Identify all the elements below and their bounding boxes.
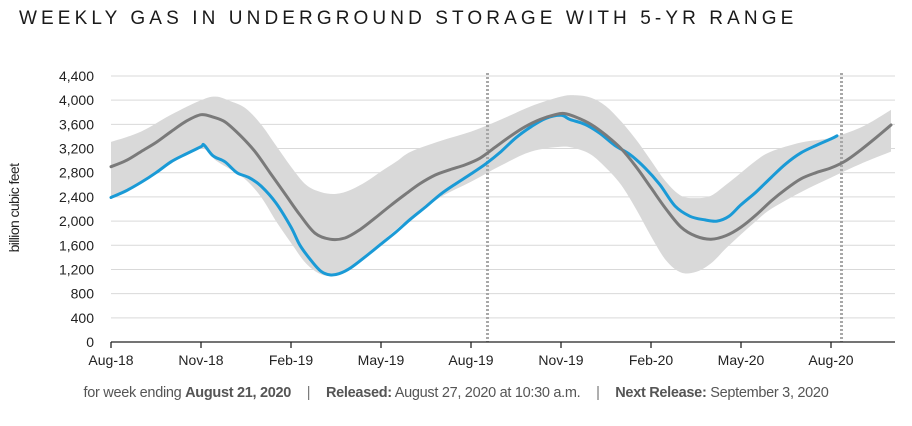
y-tick-label: 1,200: [59, 261, 94, 277]
released-date: August 27, 2020 at 10:30 a.m.: [394, 385, 581, 401]
y-tick-label: 800: [71, 286, 95, 302]
y-tick-labels: 0 400 800 1,200 1,600 2,000 2,400 2,800 3,200 3,6…: [59, 68, 94, 350]
week-ending-prefix: for week ending: [83, 385, 182, 401]
y-tick-label: 2,000: [59, 213, 94, 229]
current-storage-line: [109, 113, 839, 277]
storage-chart: 0 400 800 1,200 1,600 2,000 2,400 2,800 3,200 3,6…: [59, 68, 895, 368]
five-year-average-line: [109, 111, 893, 242]
x-axis: Aug-18 Nov-18 Feb-19 May-19 Aug-19 Nov-19 Feb-…: [88, 341, 895, 368]
separator: |: [596, 385, 600, 401]
x-tick-label: Nov-18: [178, 352, 223, 368]
x-tick-label: Aug-19: [448, 352, 493, 368]
year-dividers: [486, 73, 843, 342]
series-lines: [109, 111, 893, 277]
release-info: for week ending August 21, 2020 | Releas…: [0, 385, 912, 401]
x-tick-label: Aug-18: [88, 352, 133, 368]
x-tick-label: Feb-20: [629, 352, 674, 368]
released-label: Released:: [326, 385, 392, 401]
five-year-range-band: [111, 95, 891, 277]
week-ending-date: August 21, 2020: [185, 385, 292, 401]
next-release-label: Next Release:: [615, 385, 707, 401]
x-tick-label: Feb-19: [269, 352, 314, 368]
y-tick-label: 1,600: [59, 237, 94, 253]
y-tick-label: 4,000: [59, 92, 94, 108]
y-tick-label: 3,200: [59, 141, 94, 157]
next-release-date: September 3, 2020: [710, 385, 829, 401]
y-tick-label: 2,800: [59, 165, 94, 181]
x-tick-label: Nov-19: [538, 352, 583, 368]
x-tick-label: May-20: [718, 352, 765, 368]
chart-title: WEEKLY GAS IN UNDERGROUND STORAGE WITH 5…: [19, 8, 798, 29]
y-tick-label: 2,400: [59, 189, 94, 205]
y-tick-label: 400: [71, 310, 95, 326]
x-tick-label: May-19: [358, 352, 405, 368]
separator: |: [306, 385, 311, 401]
y-tick-label: 0: [86, 334, 94, 350]
y-tick-label: 4,400: [59, 68, 94, 84]
y-tick-label: 3,600: [59, 116, 94, 132]
x-tick-label: Aug-20: [808, 352, 853, 368]
